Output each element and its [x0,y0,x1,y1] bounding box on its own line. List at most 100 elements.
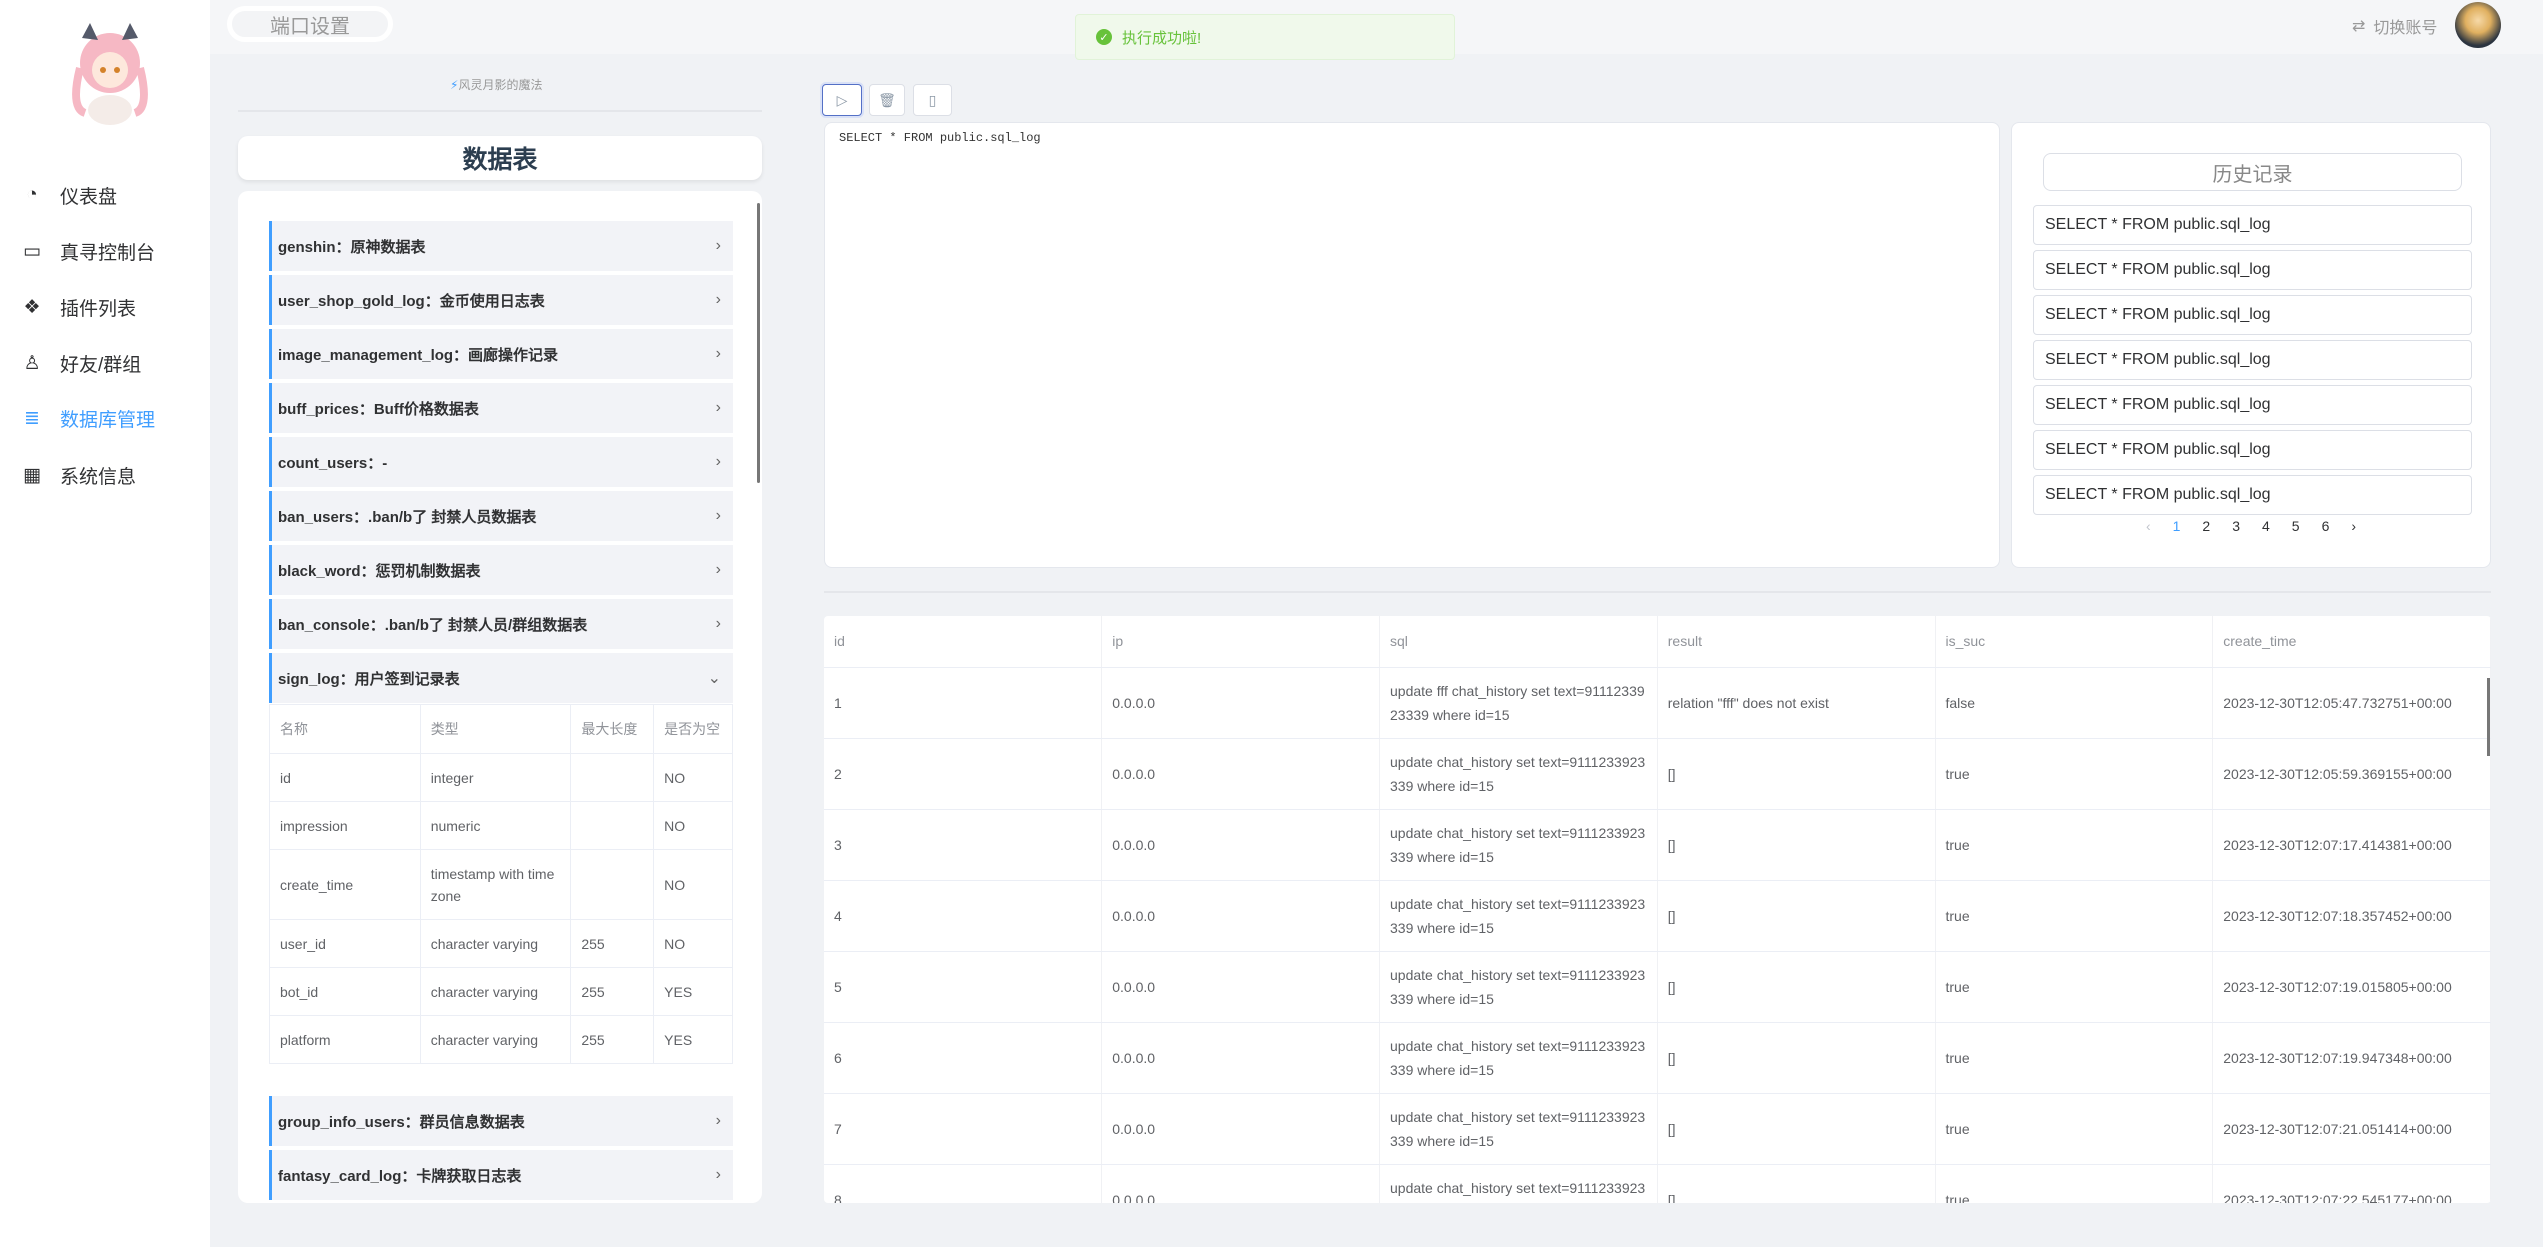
table-row[interactable]: 1 0.0.0.0 update fff chat_history set text… [824,667,2491,739]
column-header: 最大长度 [570,704,655,754]
prev-page-icon[interactable]: ‹ [2145,518,2151,534]
table-row[interactable]: 3 0.0.0.0 update chat_history set text=911… [824,809,2491,881]
chevron-right-icon: › [715,291,721,308]
sidebar-item-1[interactable]: ▭ 真寻控制台 [18,231,155,271]
table-name: genshin：原神数据表 [278,238,426,256]
columns-cell: impression [269,801,421,850]
result-cell-create_time: 2023-12-30T12:07:17.414381+00:00 [2212,809,2491,881]
page-3[interactable]: 3 [2232,518,2240,534]
database-icon: ≣ [24,407,40,429]
result-cell-create_time: 2023-12-30T12:07:19.015805+00:00 [2212,951,2491,1023]
history-item[interactable]: SELECT * FROM public.sql_log [2033,430,2472,470]
sidebar-item-label: 仪表盘 [60,186,118,208]
result-column-header[interactable]: create_time [2212,616,2491,668]
sidebar-item-2[interactable]: ❖ 插件列表 [18,287,136,327]
table-name: fantasy_card_log：卡牌获取日志表 [278,1167,522,1185]
table-list-item[interactable]: black_word：惩罚机制数据表 › [269,545,733,595]
table-list-item[interactable]: user_shop_gold_log：金币使用日志表 › [269,275,733,325]
table-list-item[interactable]: fantasy_card_log：卡牌获取日志表 › [269,1150,733,1200]
table-list-item[interactable]: ban_console：.ban/b了 封禁人员/群组数据表 › [269,599,733,649]
table-list-item[interactable]: buff_prices：Buff价格数据表 › [269,383,733,433]
magic-link[interactable]: ⚡风灵月影的魔法 [450,76,542,93]
history-item[interactable]: SELECT * FROM public.sql_log [2033,250,2472,290]
columns-cell: 255 [570,967,655,1016]
table-row[interactable]: 6 0.0.0.0 update chat_history set text=911… [824,1022,2491,1094]
next-page-icon[interactable]: › [2351,518,2357,534]
table-row[interactable]: 8 0.0.0.0 update chat_history set text=911… [824,1164,2491,1203]
chevron-right-icon: › [715,1166,721,1183]
switch-account-button[interactable]: ⇄ 切换账号 [2352,14,2437,38]
result-column-header[interactable]: sql [1379,616,1658,668]
result-cell-create_time: 2023-12-30T12:07:22.545177+00:00 [2212,1164,2491,1203]
chevron-right-icon: › [715,1112,721,1129]
result-column-header[interactable]: result [1657,616,1936,668]
table-scrollbar[interactable] [2487,678,2490,756]
notebook-icon: ▯ [928,91,937,108]
sidebar-item-4[interactable]: ≣ 数据库管理 [18,398,155,438]
columns-table: 名称 类型 最大长度 是否为空 id integer NO impression numeric… [269,704,733,1064]
plugins-icon: ❖ [23,296,41,318]
columns-cell: integer [419,753,572,802]
history-item[interactable]: SELECT * FROM public.sql_log [2033,295,2472,335]
table-list-item[interactable]: sign_log：用户签到记录表 ⌄ [269,653,733,703]
result-column-header[interactable]: is_suc [1935,616,2214,668]
port-settings-button[interactable]: 端口设置 [227,6,393,42]
result-cell-is_suc: true [1935,1164,2214,1203]
result-cell-create_time: 2023-12-30T12:07:19.947348+00:00 [2212,1022,2491,1094]
history-item[interactable]: SELECT * FROM public.sql_log [2033,475,2472,515]
magic-label: 风灵月影的魔法 [458,78,543,92]
table-name: black_word：惩罚机制数据表 [278,562,481,580]
history-item[interactable]: SELECT * FROM public.sql_log [2033,340,2472,380]
sidebar-item-0[interactable]: ◔ 仪表盘 [18,175,117,215]
table-list-item[interactable]: ban_users：.ban/b了 封禁人员数据表 › [269,491,733,541]
result-cell-id: 5 [824,951,1103,1023]
table-list-item[interactable]: genshin：原神数据表 › [269,221,733,271]
table-list-item[interactable]: group_info_users：群员信息数据表 › [269,1096,733,1146]
chevron-right-icon: › [715,615,721,632]
columns-cell: NO [653,801,733,850]
table-list-item[interactable]: count_users：- › [269,437,733,487]
columns-cell: YES [653,967,733,1016]
table-row[interactable]: 7 0.0.0.0 update chat_history set text=911… [824,1093,2491,1165]
result-column-header[interactable]: ip [1101,616,1380,668]
page-2[interactable]: 2 [2202,518,2211,534]
history-item[interactable]: SELECT * FROM public.sql_log [2033,205,2472,245]
result-cell-id: 4 [824,880,1103,952]
table-row[interactable]: 5 0.0.0.0 update chat_history set text=911… [824,951,2491,1023]
result-cell-result: [] [1657,880,1936,952]
result-cell-create_time: 2023-12-30T12:05:59.369155+00:00 [2212,738,2491,810]
column-header: 类型 [419,704,572,754]
table-row[interactable]: 4 0.0.0.0 update chat_history set text=911… [824,880,2491,952]
result-cell-sql: update chat_history set text=91112339233… [1379,1164,1658,1203]
columns-cell: character varying [419,967,572,1016]
page-4[interactable]: 4 [2262,518,2270,534]
sidebar-item-3[interactable]: ♙ 好友/群组 [18,343,141,383]
table-row[interactable]: 2 0.0.0.0 update chat_history set text=911… [824,738,2491,810]
page-1[interactable]: 1 [2172,518,2181,534]
run-button[interactable]: ▷ [822,84,862,116]
magic-wand-icon: ⚡ [450,78,459,92]
table-list-item[interactable]: image_management_log：画廊操作记录 › [269,329,733,379]
columns-cell [570,801,655,850]
result-cell-ip: 0.0.0.0 [1101,809,1380,881]
page-5[interactable]: 5 [2291,518,2300,534]
result-cell-is_suc: true [1935,880,2214,952]
result-cell-id: 6 [824,1022,1103,1094]
clear-button[interactable]: 🗑 [869,84,905,116]
history-item[interactable]: SELECT * FROM public.sql_log [2033,385,2472,425]
result-cell-create_time: 2023-12-30T12:05:47.732751+00:00 [2212,667,2491,739]
result-cell-sql: update chat_history set text=91112339233… [1379,951,1658,1023]
result-cell-sql: update fff chat_history set text=9111233… [1379,667,1658,739]
result-cell-sql: update chat_history set text=91112339233… [1379,1022,1658,1094]
result-column-header[interactable]: id [824,616,1103,668]
sidebar-item-5[interactable]: ▦ 系统信息 [18,455,136,495]
user-avatar[interactable] [2455,2,2501,48]
sql-editor[interactable]: SELECT * FROM public.sql_log [824,122,2000,568]
page-6[interactable]: 6 [2321,518,2330,534]
list-scrollbar[interactable] [757,203,760,483]
result-cell-sql: update chat_history set text=91112339233… [1379,1093,1658,1165]
format-button[interactable]: ▯ [913,84,952,116]
columns-cell: YES [653,1015,733,1064]
result-table: id ip sql result is_suc create_time 1 0.0.0.0 up… [824,616,2491,1203]
table-name: ban_users：.ban/b了 封禁人员数据表 [278,508,537,526]
